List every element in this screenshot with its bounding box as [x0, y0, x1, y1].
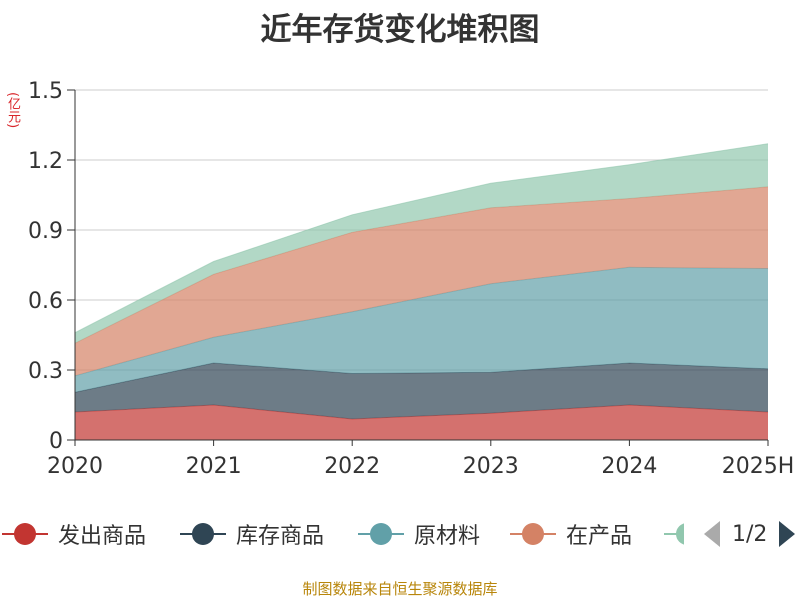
- y-tick-label: 0.6: [28, 289, 63, 314]
- stacked-area-chart: 0 0.3 0.6 0.9 1.2 1.5 2020 2021 2022 2023 2024 2025…: [28, 79, 794, 479]
- legend-item[interactable]: [662, 514, 684, 554]
- legend-next-icon[interactable]: [777, 519, 797, 549]
- area-series-0: [75, 405, 768, 440]
- x-tick-label: 2020: [47, 454, 103, 479]
- y-tick-label: 0.3: [28, 359, 63, 384]
- area-series-4: [75, 143, 768, 344]
- x-tick-label: 2025H: [722, 454, 795, 479]
- y-tick-label: 0.9: [28, 219, 63, 244]
- legend: 1/2 发出商品 库存商品 原材料 在产品: [0, 514, 800, 554]
- x-tick-label: 2024: [601, 454, 657, 479]
- y-axis-unit-label: (亿元): [5, 92, 20, 129]
- legend-label: 原材料: [414, 524, 481, 549]
- legend-page-indicator: 1/2: [732, 521, 768, 547]
- legend-label: 库存商品: [236, 524, 325, 549]
- legend-item[interactable]: 原材料: [356, 514, 480, 554]
- legend-item[interactable]: 在产品: [508, 514, 632, 554]
- legend-pager: 1/2: [702, 514, 797, 554]
- legend-marker-icon: [2, 523, 48, 545]
- legend-marker-icon: [180, 523, 226, 545]
- y-tick-label: 0: [49, 429, 63, 454]
- area-series-1: [75, 363, 768, 419]
- x-tick-label: 2021: [186, 454, 242, 479]
- area-series-group: [74, 143, 769, 440]
- legend-prev-icon[interactable]: [702, 519, 722, 549]
- area-series-2: [75, 267, 768, 393]
- chart-title: 近年存货变化堆积图: [260, 12, 540, 48]
- legend-item[interactable]: 发出商品: [0, 514, 146, 554]
- area-series-3: [75, 186, 768, 376]
- legend-label: 发出商品: [58, 524, 147, 549]
- legend-marker-icon: [358, 523, 404, 545]
- series-line-4: [74, 143, 769, 334]
- data-source-note: 制图数据来自恒生聚源数据库: [302, 580, 498, 598]
- legend-marker-icon: [664, 523, 684, 545]
- y-tick-label: 1.5: [28, 79, 63, 104]
- axes: 0 0.3 0.6 0.9 1.2 1.5 2020 2021 2022 2023 2024 2025…: [28, 79, 794, 479]
- x-tick-label: 2022: [324, 454, 380, 479]
- legend-label: 在产品: [566, 524, 633, 549]
- x-tick-label: 2023: [463, 454, 519, 479]
- y-tick-label: 1.2: [28, 149, 63, 174]
- legend-item[interactable]: 库存商品: [178, 514, 324, 554]
- legend-marker-icon: [510, 523, 556, 545]
